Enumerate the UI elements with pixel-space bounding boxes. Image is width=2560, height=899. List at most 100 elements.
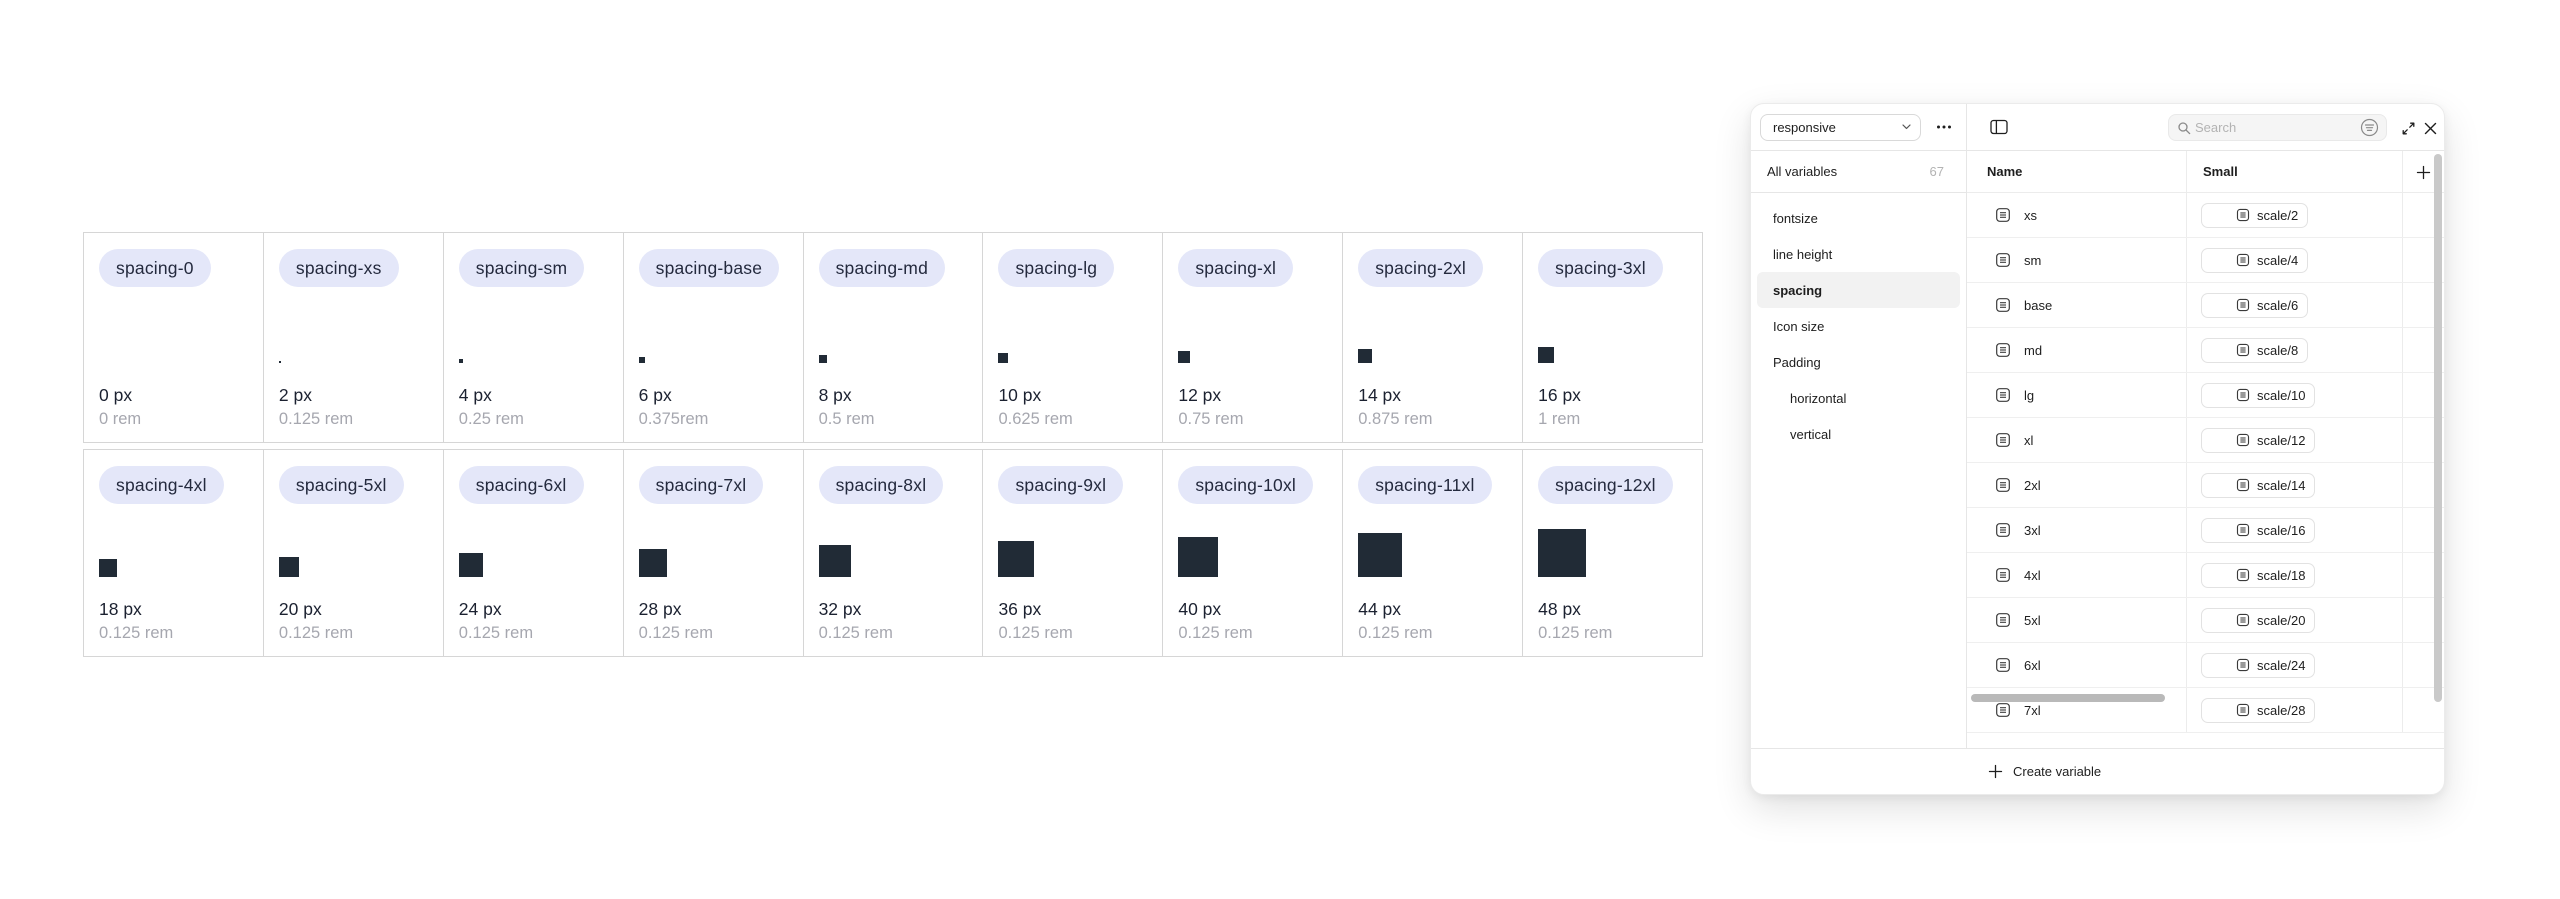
add-mode-icon[interactable] — [2411, 160, 2435, 184]
variable-value: scale/2 — [2257, 207, 2299, 223]
px-value: 28 px — [638, 599, 682, 619]
variable-value: scale/6 — [2257, 297, 2299, 313]
close-icon[interactable] — [2418, 116, 2442, 140]
spacing-token-cell[interactable]: spacing-xl 12 px 0.75 rem — [1163, 233, 1344, 442]
variable-row[interactable]: md scale/8 — [1967, 328, 2444, 373]
rem-value: 0.125 rem — [278, 624, 354, 642]
rem-value: 0.25 rem — [458, 410, 524, 428]
px-value: 14 px — [1358, 385, 1402, 405]
variable-icon — [2235, 657, 2251, 673]
search-input[interactable] — [2191, 120, 2357, 135]
rem-value: 0.875 rem — [1358, 410, 1433, 428]
variable-row[interactable]: 2xl scale/14 — [1967, 463, 2444, 508]
variables-rows: xs scale/2 sm scale/4 base scale/6 — [1967, 193, 2444, 733]
spacing-token-cell[interactable]: spacing-lg 10 px 0.625 rem — [983, 233, 1164, 442]
variable-value-chip[interactable]: scale/2 — [2201, 202, 2309, 228]
token-name-pill: spacing-6xl — [458, 466, 584, 504]
token-name-pill: spacing-12xl — [1538, 466, 1673, 504]
rem-value: 1 rem — [1538, 410, 1581, 428]
spacing-token-cell[interactable]: spacing-12xl 48 px 0.125 rem — [1523, 450, 1702, 656]
variable-value: scale/16 — [2257, 522, 2306, 538]
size-swatch — [458, 359, 463, 363]
sidebar-item-icon-size[interactable]: Icon size — [1757, 308, 1960, 344]
px-value: 40 px — [1178, 599, 1222, 619]
size-swatch — [458, 553, 483, 577]
variable-value-chip[interactable]: scale/18 — [2201, 562, 2316, 588]
filter-icon[interactable] — [2357, 116, 2381, 140]
spacing-token-cell[interactable]: spacing-7xl 28 px 0.125 rem — [624, 450, 804, 656]
spacing-token-cell[interactable]: spacing-base 6 px 0.375rem — [624, 233, 804, 442]
variable-value-chip[interactable]: scale/16 — [2201, 517, 2316, 543]
variable-value-chip[interactable]: scale/20 — [2201, 607, 2316, 633]
variable-icon — [2235, 252, 2251, 268]
px-value: 2 px — [278, 385, 312, 405]
group-label: horizontal — [1790, 390, 1847, 406]
spacing-token-cell[interactable]: spacing-2xl 14 px 0.875 rem — [1343, 233, 1524, 442]
token-name-pill: spacing-xs — [278, 249, 399, 287]
group-label: vertical — [1790, 426, 1832, 442]
variable-value-chip[interactable]: scale/24 — [2201, 652, 2316, 678]
spacing-token-cell[interactable]: spacing-4xl 18 px 0.125 rem — [84, 450, 264, 656]
variable-value-chip[interactable]: scale/28 — [2201, 697, 2316, 723]
group-label: fontsize — [1773, 210, 1818, 226]
size-swatch — [1358, 349, 1373, 363]
variable-name: 5xl — [2024, 612, 2041, 628]
variable-row[interactable]: xs scale/2 — [1967, 193, 2444, 238]
sidebar-item-fontsize[interactable]: fontsize — [1757, 200, 1960, 236]
sidebar-item-padding[interactable]: Padding — [1757, 344, 1960, 380]
variable-value-chip[interactable]: scale/6 — [2201, 292, 2309, 318]
variable-value-chip[interactable]: scale/10 — [2201, 382, 2316, 408]
sidebar-item-line-height[interactable]: line height — [1757, 236, 1960, 272]
variable-row[interactable]: 3xl scale/16 — [1967, 508, 2444, 553]
horizontal-scrollbar[interactable] — [1971, 694, 2165, 702]
variable-row[interactable]: lg scale/10 — [1967, 373, 2444, 418]
variable-row[interactable]: 7xl scale/28 — [1967, 688, 2444, 733]
rem-value: 0.125 rem — [1538, 624, 1613, 642]
variable-row[interactable]: sm scale/4 — [1967, 238, 2444, 283]
variable-value-chip[interactable]: scale/12 — [2201, 427, 2316, 453]
variable-row[interactable]: 6xl scale/24 — [1967, 643, 2444, 688]
spacing-token-cell[interactable]: spacing-11xl 44 px 0.125 rem — [1343, 450, 1524, 656]
sidebar-item-padding-horizontal[interactable]: horizontal — [1757, 380, 1960, 416]
sidebar-item-spacing[interactable]: spacing — [1757, 272, 1960, 308]
spacing-token-cell[interactable]: spacing-10xl 40 px 0.125 rem — [1163, 450, 1344, 656]
vertical-scrollbar[interactable] — [2434, 154, 2442, 702]
group-label: Padding — [1773, 354, 1821, 370]
sidebar-item-all-variables[interactable]: All variables 67 — [1751, 151, 1966, 193]
variable-icon — [1995, 702, 2011, 718]
spacing-token-cell[interactable]: spacing-5xl 20 px 0.125 rem — [264, 450, 444, 656]
size-swatch — [99, 559, 117, 577]
size-swatch — [638, 549, 667, 577]
spacing-token-cell[interactable]: spacing-xs 2 px 0.125 rem — [264, 233, 444, 442]
variable-row[interactable]: 5xl scale/20 — [1967, 598, 2444, 643]
rem-value: 0 rem — [99, 410, 142, 428]
variable-value-chip[interactable]: scale/8 — [2201, 337, 2309, 363]
variable-value-chip[interactable]: scale/4 — [2201, 247, 2309, 273]
spacing-token-cell[interactable]: spacing-sm 4 px 0.25 rem — [444, 233, 624, 442]
spacing-token-cell[interactable]: spacing-md 8 px 0.5 rem — [804, 233, 984, 442]
more-options-icon[interactable] — [1931, 114, 1957, 140]
size-swatch — [1358, 533, 1403, 577]
create-variable-label: Create variable — [2013, 764, 2102, 779]
token-name-pill: spacing-11xl — [1358, 466, 1492, 504]
spacing-token-cell[interactable]: spacing-8xl 32 px 0.125 rem — [804, 450, 984, 656]
variable-row[interactable]: xl scale/12 — [1967, 418, 2444, 463]
expand-panel-icon[interactable] — [2396, 116, 2420, 140]
spacing-token-cell[interactable]: spacing-6xl 24 px 0.125 rem — [444, 450, 624, 656]
px-value: 48 px — [1538, 599, 1581, 619]
spacing-token-cell[interactable]: spacing-3xl 16 px 1 rem — [1523, 233, 1702, 442]
spacing-token-cell[interactable]: spacing-9xl 36 px 0.125 rem — [983, 450, 1164, 656]
variable-value: scale/18 — [2257, 567, 2306, 583]
create-variable-button[interactable]: Create variable — [1751, 748, 2444, 794]
token-name-pill: spacing-sm — [458, 249, 585, 287]
spacing-spec-sheet: spacing-0 0 px 0 rem spacing-xs 2 px 0.1… — [83, 232, 1703, 657]
token-name-pill: spacing-md — [818, 249, 946, 287]
token-name-pill: spacing-7xl — [638, 466, 764, 504]
variable-row[interactable]: base scale/6 — [1967, 283, 2444, 328]
sidebar-item-padding-vertical[interactable]: vertical — [1757, 416, 1960, 452]
variable-value-chip[interactable]: scale/14 — [2201, 472, 2316, 498]
spacing-token-cell[interactable]: spacing-0 0 px 0 rem — [84, 233, 264, 442]
collection-dropdown[interactable]: responsive — [1760, 113, 1921, 141]
toggle-sidebar-icon[interactable] — [1987, 115, 2011, 139]
variable-row[interactable]: 4xl scale/18 — [1967, 553, 2444, 598]
